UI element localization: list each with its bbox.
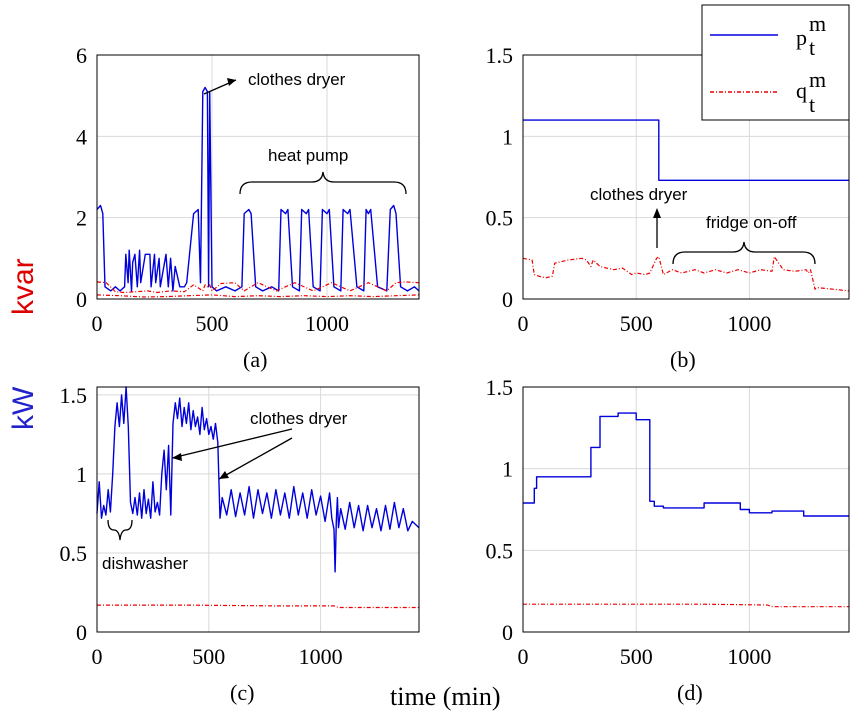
brace-dishwasher xyxy=(107,519,133,541)
tick-x-label: 1000 xyxy=(727,644,771,669)
tick-y-label: 0 xyxy=(502,620,513,645)
legend[interactable]: p m t q m t xyxy=(701,4,850,121)
legend-p-sub: t xyxy=(809,35,815,60)
legend-p-base: p xyxy=(796,25,807,50)
tick-y-label: 1 xyxy=(502,457,513,482)
tick-x-label: 0 xyxy=(518,644,529,669)
tick-y-label: 0.5 xyxy=(486,538,514,563)
series-q xyxy=(96,281,420,294)
brace-heat-pump xyxy=(239,171,407,195)
tick-x-label: 500 xyxy=(196,311,229,336)
tick-y-label: 1.5 xyxy=(486,375,514,400)
legend-q-base: q xyxy=(796,78,807,103)
annotations-b: clothes dryer fridge on-off xyxy=(590,185,816,265)
tick-x-label: 500 xyxy=(620,644,653,669)
caption-d: (d) xyxy=(677,680,703,705)
arrowhead-clothes-dryer-a xyxy=(227,78,236,86)
tick-y-label: 0 xyxy=(502,287,513,312)
annotation-clothes-dryer-b: clothes dryer xyxy=(590,185,688,204)
tick-y-label: 0 xyxy=(76,620,87,645)
series-p xyxy=(96,86,420,292)
legend-q-sup: m xyxy=(809,67,826,92)
panel-a: 0 500 1000 0 2 4 6 xyxy=(76,43,420,336)
tick-x-label: 0 xyxy=(92,644,103,669)
tick-y-label: 1.5 xyxy=(486,43,514,68)
tick-y-label: 0.5 xyxy=(486,206,514,231)
xlabel-time: time (min) xyxy=(390,682,500,711)
tick-y-label: 6 xyxy=(76,43,87,68)
tick-y-label: 2 xyxy=(76,206,87,231)
panel-d: 0 500 1000 0 0.5 1 1.5 xyxy=(486,375,850,669)
annotation-heat-pump: heat pump xyxy=(268,146,348,165)
series-q xyxy=(523,603,849,608)
ylabel-kw: kW xyxy=(7,386,40,430)
legend-box xyxy=(701,4,850,121)
tick-y-label: 0.5 xyxy=(60,541,88,566)
annotation-dishwasher: dishwasher xyxy=(102,554,188,573)
tick-y-label: 0 xyxy=(76,287,87,312)
tick-y-label: 1.5 xyxy=(60,383,88,408)
tick-y-label: 4 xyxy=(76,124,87,149)
caption-c: (c) xyxy=(230,680,254,705)
series-q-low xyxy=(96,294,420,298)
series-q xyxy=(97,604,419,609)
tick-y-label: 1 xyxy=(76,462,87,487)
tick-y-label: 1 xyxy=(502,124,513,149)
tick-x-label: 0 xyxy=(92,311,103,336)
series-p xyxy=(96,386,420,573)
arrowhead-dryer-c-2 xyxy=(219,471,229,479)
tick-x-label: 500 xyxy=(192,644,225,669)
series-p xyxy=(523,119,849,182)
plot-frame xyxy=(522,386,850,633)
series-q xyxy=(522,256,850,292)
caption-a: (a) xyxy=(243,347,267,372)
annotation-clothes-dryer-c: clothes dryer xyxy=(250,409,348,428)
arrowhead-clothes-dryer-b xyxy=(653,208,661,218)
annotation-clothes-dryer-a: clothes dryer xyxy=(248,70,346,89)
annotations-a: clothes dryer heat pump xyxy=(203,70,407,195)
ylabel-kvar: kvar xyxy=(7,258,40,315)
brace-fridge xyxy=(672,241,816,265)
plot-frame xyxy=(96,386,420,633)
caption-b: (b) xyxy=(670,347,696,372)
arrow-dryer-c-2 xyxy=(218,437,293,480)
series-p xyxy=(523,412,849,517)
plot-frame xyxy=(522,54,850,300)
annotations-c: clothes dryer dishwasher xyxy=(102,409,348,573)
legend-p-sup: m xyxy=(809,11,826,36)
tick-x-label: 1000 xyxy=(305,311,349,336)
plot-frame xyxy=(96,54,420,300)
panel-c: 0 500 1000 0 0.5 1 1.5 xyxy=(60,383,420,669)
tick-x-label: 1000 xyxy=(299,644,343,669)
tick-x-label: 0 xyxy=(518,311,529,336)
annotation-fridge: fridge on-off xyxy=(706,213,797,232)
arrow-dryer-c-1 xyxy=(171,428,293,459)
tick-x-label: 1000 xyxy=(727,311,771,336)
arrowhead-dryer-c-1 xyxy=(172,453,182,461)
tick-x-label: 500 xyxy=(620,311,653,336)
legend-q-sub: t xyxy=(809,92,815,117)
